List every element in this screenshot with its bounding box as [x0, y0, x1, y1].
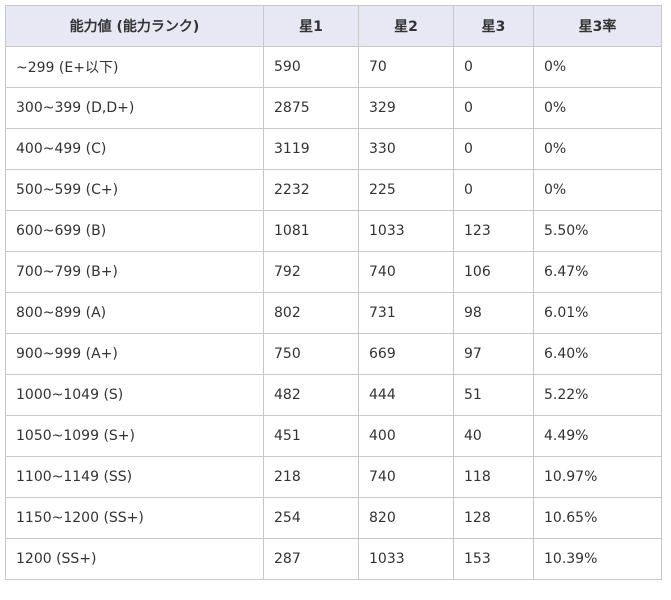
cell-star3-rate: 10.39% [533, 538, 662, 580]
cell-star1: 451 [263, 415, 359, 457]
cell-star1: 482 [263, 374, 359, 416]
cell-star1: 750 [263, 333, 359, 375]
cell-star1: 254 [263, 497, 359, 539]
cell-star3-rate: 0% [533, 46, 662, 88]
cell-star1: 590 [263, 46, 359, 88]
cell-star3-rate: 0% [533, 87, 662, 129]
cell-star3-rate: 5.22% [533, 374, 662, 416]
cell-star3-rate: 10.65% [533, 497, 662, 539]
cell-star3: 97 [453, 333, 534, 375]
table-row: 1000~1049 (S) 482 444 51 5.22% [5, 374, 662, 416]
cell-ability-value: 1000~1049 (S) [5, 374, 264, 416]
cell-star3-rate: 5.50% [533, 210, 662, 252]
cell-star2: 740 [358, 456, 454, 498]
cell-star3: 40 [453, 415, 534, 457]
cell-star2: 820 [358, 497, 454, 539]
cell-ability-value: 400~499 (C) [5, 128, 264, 170]
cell-star1: 2875 [263, 87, 359, 129]
header-row: 能力値 (能力ランク) 星1 星2 星3 星3率 [5, 5, 662, 47]
cell-star2: 444 [358, 374, 454, 416]
cell-star3-rate: 6.47% [533, 251, 662, 293]
table-row: ~299 (E+以下) 590 70 0 0% [5, 46, 662, 88]
cell-star2: 330 [358, 128, 454, 170]
column-header-star1: 星1 [263, 5, 359, 47]
cell-ability-value: 1150~1200 (SS+) [5, 497, 264, 539]
cell-star2: 70 [358, 46, 454, 88]
cell-star1: 287 [263, 538, 359, 580]
cell-star3: 153 [453, 538, 534, 580]
column-header-star2: 星2 [358, 5, 454, 47]
table-header: 能力値 (能力ランク) 星1 星2 星3 星3率 [5, 5, 662, 47]
cell-ability-value: ~299 (E+以下) [5, 46, 264, 88]
cell-star1: 3119 [263, 128, 359, 170]
cell-star3: 106 [453, 251, 534, 293]
cell-star3: 0 [453, 87, 534, 129]
table-row: 1050~1099 (S+) 451 400 40 4.49% [5, 415, 662, 457]
cell-star2: 740 [358, 251, 454, 293]
stats-table-container: 能力値 (能力ランク) 星1 星2 星3 星3率 ~299 (E+以下) 590 7… [5, 5, 662, 580]
table-row: 600~699 (B) 1081 1033 123 5.50% [5, 210, 662, 252]
cell-star1: 2232 [263, 169, 359, 211]
cell-star3-rate: 6.40% [533, 333, 662, 375]
cell-star3: 51 [453, 374, 534, 416]
column-header-star3-rate: 星3率 [533, 5, 662, 47]
cell-ability-value: 1100~1149 (SS) [5, 456, 264, 498]
cell-star3-rate: 4.49% [533, 415, 662, 457]
cell-star2: 400 [358, 415, 454, 457]
table-row: 300~399 (D,D+) 2875 329 0 0% [5, 87, 662, 129]
cell-star3: 98 [453, 292, 534, 334]
cell-star3-rate: 10.97% [533, 456, 662, 498]
column-header-star3: 星3 [453, 5, 534, 47]
cell-star2: 731 [358, 292, 454, 334]
cell-star3-rate: 0% [533, 169, 662, 211]
table-row: 1100~1149 (SS) 218 740 118 10.97% [5, 456, 662, 498]
cell-star2: 1033 [358, 538, 454, 580]
cell-star2: 1033 [358, 210, 454, 252]
cell-star1: 218 [263, 456, 359, 498]
cell-star2: 669 [358, 333, 454, 375]
cell-ability-value: 900~999 (A+) [5, 333, 264, 375]
table-body: ~299 (E+以下) 590 70 0 0% 300~399 (D,D+) 2875 329… [5, 46, 662, 580]
cell-star1: 792 [263, 251, 359, 293]
table-row: 1150~1200 (SS+) 254 820 128 10.65% [5, 497, 662, 539]
cell-star3: 0 [453, 46, 534, 88]
cell-ability-value: 700~799 (B+) [5, 251, 264, 293]
cell-star3: 0 [453, 128, 534, 170]
cell-star3: 118 [453, 456, 534, 498]
cell-star3: 123 [453, 210, 534, 252]
table-row: 900~999 (A+) 750 669 97 6.40% [5, 333, 662, 375]
cell-ability-value: 300~399 (D,D+) [5, 87, 264, 129]
cell-ability-value: 600~699 (B) [5, 210, 264, 252]
cell-ability-value: 1200 (SS+) [5, 538, 264, 580]
table-row: 500~599 (C+) 2232 225 0 0% [5, 169, 662, 211]
table-row: 400~499 (C) 3119 330 0 0% [5, 128, 662, 170]
table-row: 800~899 (A) 802 731 98 6.01% [5, 292, 662, 334]
cell-star1: 802 [263, 292, 359, 334]
column-header-ability-value: 能力値 (能力ランク) [5, 5, 264, 47]
cell-ability-value: 1050~1099 (S+) [5, 415, 264, 457]
cell-ability-value: 500~599 (C+) [5, 169, 264, 211]
cell-star3-rate: 6.01% [533, 292, 662, 334]
cell-star2: 225 [358, 169, 454, 211]
cell-star3: 128 [453, 497, 534, 539]
cell-star2: 329 [358, 87, 454, 129]
cell-star3-rate: 0% [533, 128, 662, 170]
table-row: 700~799 (B+) 792 740 106 6.47% [5, 251, 662, 293]
cell-star3: 0 [453, 169, 534, 211]
table-row: 1200 (SS+) 287 1033 153 10.39% [5, 538, 662, 580]
cell-ability-value: 800~899 (A) [5, 292, 264, 334]
cell-star1: 1081 [263, 210, 359, 252]
star-rate-table: 能力値 (能力ランク) 星1 星2 星3 星3率 ~299 (E+以下) 590 7… [5, 5, 662, 580]
